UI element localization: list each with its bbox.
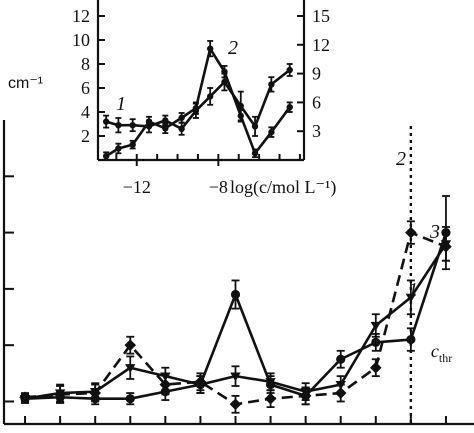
inset-series-1-point-1 [115,122,122,129]
inset-y-left-tick-label-0: 2 [81,126,90,146]
inset-y-left-tick-label-4: 10 [72,30,90,50]
inset-series-2-point-0 [102,152,110,160]
main-y-unit-label: cm⁻¹ [8,75,43,92]
main-series-3-point-4 [160,387,170,397]
inset-series-2-point-8 [221,68,228,75]
main-series-3-point-3 [125,394,135,404]
inset-y-left-tick-label-5: 12 [72,6,90,26]
threshold-label: cthr [431,341,452,365]
inset-series-1-point-7 [206,93,214,100]
main-series-3-point-11 [406,334,416,345]
inset-y-left-tick-label-1: 4 [81,102,90,122]
inset-x-tick-label-1: −8 [209,177,228,197]
main-series-3-point-7 [265,379,276,390]
inset-y-right-tick-label-4: 15 [312,6,330,26]
inset-series-1-point-9 [237,102,244,110]
inset-series-2-point-10 [251,150,259,157]
main-series: 1 2 3 [19,148,452,414]
main-series-label-1: 1 [408,279,418,301]
inset-series-1-point-5 [178,125,185,132]
main-series-2-point-11 [405,226,417,239]
inset-series-1-point-2 [129,122,136,129]
inset-y-right-tick-label-3: 12 [312,35,330,55]
inset-series-2-point-11 [268,128,275,136]
main-series-1-point-3 [125,364,136,373]
main-series-1 [19,226,452,404]
main-annotations: cm⁻¹ cthr [8,75,452,365]
main-series-1-point-11 [405,293,417,303]
main-series-1-point-10 [370,321,381,331]
inset-series-2-point-2 [129,141,136,148]
main-series-2-point-9 [334,387,347,399]
inset-series-2-point-9 [237,112,244,120]
inset-x-axis-label: log(c/mol L⁻¹) [230,177,336,198]
inset-y-right-tick-label-0: 3 [312,121,321,141]
main-series-3-point-10 [371,337,381,347]
inset-series-1-point-11 [268,81,275,88]
main-series-2-point-7 [264,392,277,405]
inset-labels: log(c/mol L⁻¹) [230,177,336,198]
main-series-2-point-10 [369,361,382,374]
inset-y-right-tick-label-1: 6 [312,92,321,112]
threshold-label-main: c [431,341,439,361]
inset-series-1-point-12 [286,66,293,74]
main-series-3-point-12 [441,227,451,238]
threshold-label-sub: thr [439,351,452,365]
inset-series-2-point-3 [145,118,153,125]
main-series-3-point-8 [301,391,311,401]
inset-series-2-point-7 [206,45,214,52]
inset-series-label-1: 1 [116,93,126,115]
main-series-3-point-0 [20,394,30,404]
main-series-3-point-5 [195,379,206,390]
inset-series-2-point-4 [162,125,169,132]
main-axes [2,120,474,426]
main-series-2-point-6 [229,398,242,411]
main-series-label-2: 2 [396,148,406,170]
main-series-3-point-9 [336,354,346,364]
inset-y-left-tick-label-3: 8 [81,54,90,74]
inset-series-1-point-4 [162,117,169,124]
inset-y-right-tick-label-2: 9 [312,64,321,84]
main-series-1-point-6 [230,372,241,382]
inset-series-2 [102,40,293,161]
main-series-2-point-3 [124,339,137,351]
main-series-3 [20,195,451,406]
inset-series-1-point-0 [102,118,110,125]
main-series-label-3: 3 [429,221,440,243]
inset-series-2-point-1 [115,145,122,152]
inset-y-left-tick-label-2: 6 [81,78,90,98]
inset-series-2-point-12 [286,104,293,111]
main-series-3-point-2 [90,394,100,404]
inset-series-label-2: 2 [228,37,238,59]
inset-series-1-point-10 [251,123,259,130]
inset-series-1-point-8 [221,78,228,86]
inset-x-tick-label-0: −12 [123,177,151,197]
inset-series: 12 [102,37,293,161]
main-series-3-point-6 [230,289,241,300]
inset-series-2-point-6 [192,104,200,112]
main-series-3-point-1 [55,392,65,402]
inset-series-2-point-5 [178,114,185,121]
